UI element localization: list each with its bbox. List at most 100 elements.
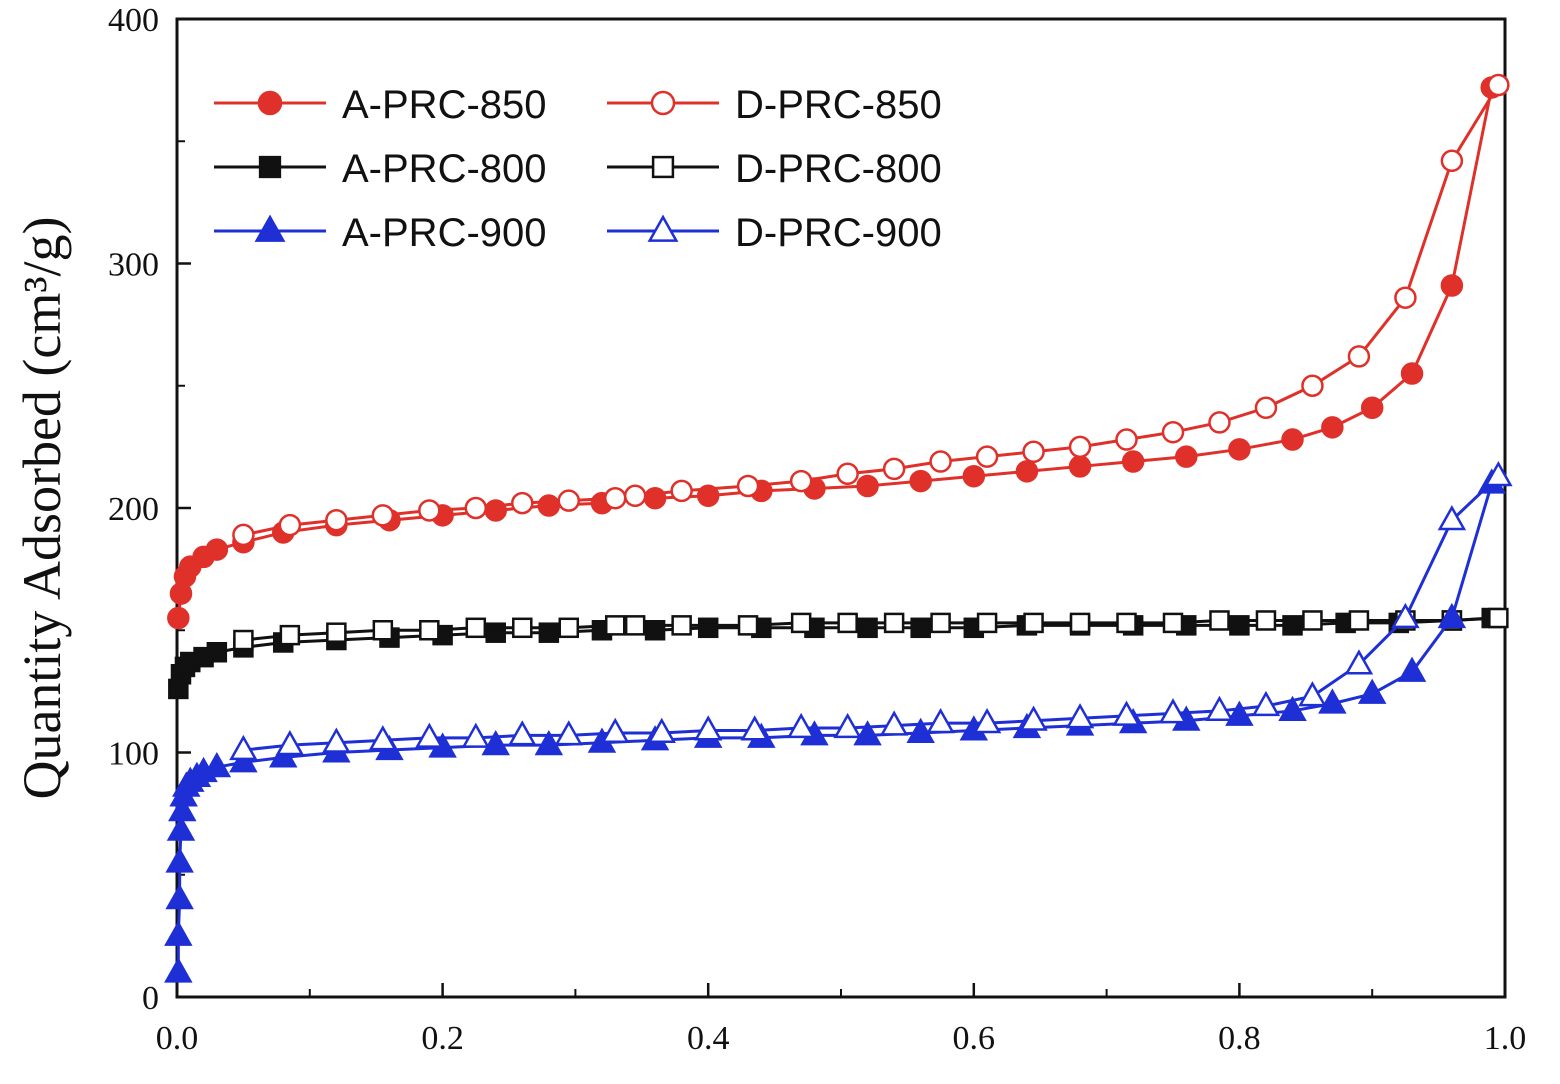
point-d-prc-900 — [554, 720, 584, 746]
point-a-prc-850 — [1228, 438, 1251, 461]
point-d-prc-850 — [1208, 411, 1231, 434]
point-d-prc-850 — [371, 504, 395, 527]
point-d-prc-900 — [368, 725, 398, 751]
point-a-prc-900 — [202, 751, 232, 778]
point-a-prc-850 — [856, 474, 879, 498]
point-a-prc-900 — [1397, 656, 1427, 682]
point-d-prc-850 — [789, 469, 813, 493]
point-a-prc-850 — [205, 538, 229, 561]
legend-label: D-PRC-900 — [735, 211, 942, 255]
point-d-prc-900 — [322, 727, 351, 753]
y-tick-label: 200 — [108, 491, 159, 528]
point-d-prc-800 — [883, 612, 905, 634]
y-tick-label: 400 — [108, 2, 159, 39]
point-a-prc-900 — [534, 729, 564, 756]
point-d-prc-800 — [1302, 610, 1323, 631]
y-tick-label: 300 — [108, 247, 159, 284]
point-d-prc-850 — [1161, 420, 1185, 444]
legend: A-PRC-850 D-PRC-850 A-PRC-800 D-PRC-800 A-PR… — [214, 83, 942, 255]
point-d-prc-850 — [623, 484, 647, 508]
point-a-prc-850 — [1068, 455, 1092, 478]
point-a-prc-900 — [166, 815, 196, 841]
legend-label: D-PRC-850 — [735, 83, 942, 127]
point-d-prc-800 — [790, 612, 812, 634]
point-d-prc-900 — [1391, 602, 1420, 629]
legend-label: A-PRC-900 — [342, 211, 547, 255]
point-d-prc-850 — [418, 499, 441, 522]
point-d-prc-800 — [1488, 607, 1509, 629]
point-d-prc-900 — [972, 707, 1002, 734]
point-d-prc-850 — [736, 474, 760, 498]
point-a-prc-900 — [1437, 602, 1467, 629]
point-a-prc-850 — [643, 486, 667, 510]
point-a-prc-850 — [909, 469, 932, 493]
point-a-prc-850 — [167, 606, 190, 630]
point-d-prc-850 — [1487, 73, 1510, 97]
point-d-prc-900 — [693, 715, 723, 741]
point-d-prc-850 — [1254, 396, 1278, 420]
point-a-prc-900 — [906, 717, 935, 743]
point-d-prc-900 — [461, 722, 491, 748]
legend-label: A-PRC-850 — [342, 83, 547, 127]
point-d-prc-900 — [786, 712, 816, 739]
point-d-prc-850 — [1301, 374, 1324, 397]
point-a-prc-850 — [962, 464, 986, 488]
point-a-prc-900 — [165, 847, 194, 873]
point-a-prc-850 — [1175, 445, 1198, 468]
point-d-prc-850 — [1022, 440, 1045, 464]
point-a-prc-850 — [1121, 450, 1145, 473]
x-tick-label: 0.6 — [953, 1020, 996, 1057]
x-tick-label: 0.2 — [421, 1020, 464, 1057]
point-d-prc-800 — [419, 620, 440, 641]
legend-marker — [651, 155, 675, 179]
point-d-prc-800 — [1069, 612, 1091, 634]
point-d-prc-850 — [232, 523, 255, 547]
point-d-prc-850 — [603, 486, 627, 510]
point-a-prc-900 — [268, 742, 298, 768]
point-d-prc-900 — [1019, 705, 1048, 731]
point-d-prc-800 — [671, 615, 692, 636]
x-tick-label: 0.0 — [156, 1020, 199, 1057]
point-d-prc-800 — [372, 620, 394, 641]
point-a-prc-850 — [1281, 428, 1304, 451]
point-d-prc-800 — [930, 612, 951, 634]
point-d-prc-800 — [737, 615, 759, 636]
point-d-prc-900 — [1112, 700, 1141, 726]
point-d-prc-850 — [1394, 286, 1417, 309]
point-d-prc-850 — [1068, 435, 1092, 459]
point-d-prc-800 — [1255, 610, 1277, 631]
legend-label: A-PRC-800 — [342, 147, 547, 191]
point-a-prc-850 — [1440, 274, 1464, 297]
point-d-prc-900 — [833, 712, 862, 739]
point-a-prc-900 — [1225, 700, 1254, 726]
point-d-prc-900 — [1484, 461, 1513, 487]
legend-marker — [650, 90, 676, 116]
point-d-prc-900 — [1437, 505, 1467, 531]
point-d-prc-900 — [740, 715, 769, 741]
point-d-prc-900 — [926, 707, 955, 734]
point-d-prc-900 — [508, 720, 537, 746]
point-d-prc-900 — [229, 734, 258, 761]
point-d-prc-850 — [278, 513, 302, 537]
series-line-d-prc-900 — [243, 475, 1500, 752]
point-d-prc-800 — [279, 624, 301, 646]
point-a-prc-900 — [1278, 695, 1307, 721]
point-a-prc-850 — [1400, 362, 1424, 385]
x-tick-label: 0.4 — [687, 1020, 730, 1057]
point-d-prc-800 — [1348, 610, 1370, 631]
legend-marker — [647, 214, 679, 242]
point-d-prc-800 — [624, 615, 646, 636]
point-a-prc-850 — [484, 499, 507, 522]
point-a-prc-800 — [206, 642, 228, 663]
point-d-prc-900 — [275, 729, 305, 756]
series-layer — [164, 73, 1513, 983]
point-d-prc-800 — [837, 612, 858, 634]
point-d-prc-900 — [1205, 695, 1234, 721]
point-a-prc-850 — [1015, 460, 1039, 483]
point-d-prc-900 — [647, 717, 676, 743]
point-d-prc-800 — [326, 622, 347, 643]
y-tick-label: 100 — [108, 736, 159, 773]
point-d-prc-900 — [1344, 649, 1374, 675]
x-tick-label: 0.8 — [1218, 1020, 1261, 1057]
